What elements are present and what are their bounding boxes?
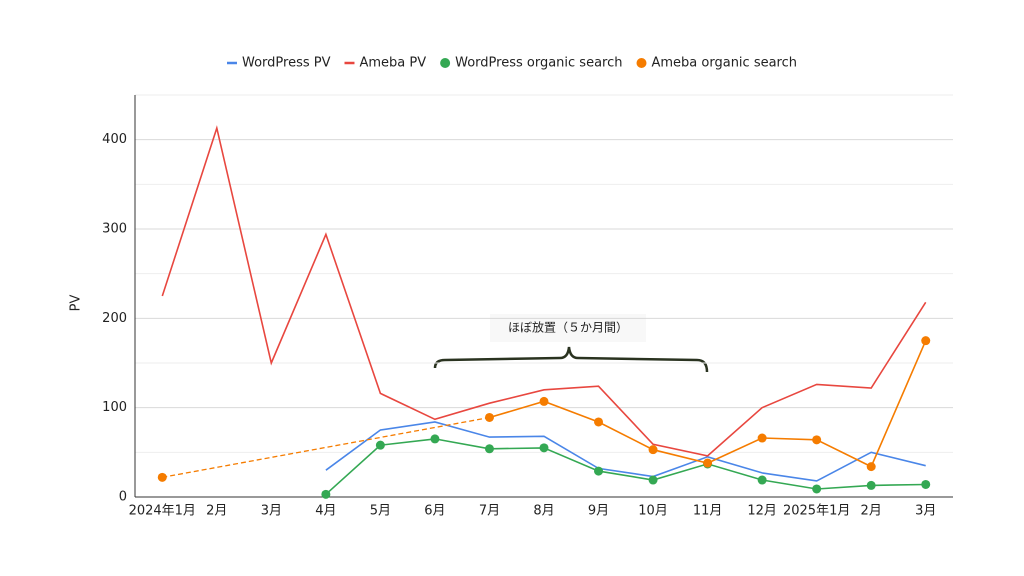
x-tick-label: 2025年1月: [783, 504, 850, 519]
x-tick-label: 4月: [315, 504, 336, 519]
data-point: [648, 475, 658, 485]
data-point: [921, 479, 931, 489]
data-point: [375, 440, 385, 450]
series-line: [161, 125, 927, 457]
grid: [135, 94, 953, 453]
data-point: [812, 435, 822, 445]
data-point: [648, 445, 658, 455]
data-point: [430, 434, 440, 444]
x-tick-label: 9月: [588, 504, 609, 519]
legend-label: WordPress organic search: [455, 56, 622, 71]
data-point: [594, 466, 604, 476]
data-point: [866, 480, 876, 490]
data-point: [921, 336, 931, 346]
data-point: [812, 484, 822, 494]
legend: WordPress PV Ameba PV WordPress organic se…: [226, 56, 798, 71]
y-tick-label: 0: [119, 490, 127, 505]
legend-marker: [636, 58, 647, 68]
legend-label: WordPress PV: [242, 56, 331, 71]
series-line: [325, 438, 926, 495]
data-point: [539, 396, 549, 406]
x-tick-label: 11月: [693, 504, 723, 519]
legend-label: Ameba PV: [359, 56, 426, 71]
x-tick-label: 7月: [479, 504, 500, 519]
y-axis-label: PV: [69, 295, 84, 312]
data-point: [321, 489, 331, 499]
x-tick-label: 6月: [424, 504, 445, 519]
legend-marker: [440, 58, 451, 68]
data-point: [757, 433, 767, 443]
x-tick-label: 5月: [370, 504, 391, 519]
data-point: [157, 472, 167, 482]
x-tick-label: 10月: [638, 504, 668, 519]
x-tick-label: 3月: [915, 504, 936, 519]
x-tick-label: 12月: [747, 504, 777, 519]
data-point: [703, 458, 713, 468]
brace: [433, 346, 709, 373]
x-tick-label: 2月: [206, 504, 227, 519]
data-point: [484, 444, 494, 454]
y-tick-label: 100: [102, 400, 127, 415]
data-point: [539, 443, 549, 453]
data-point: [594, 417, 604, 427]
data-point: [484, 412, 494, 422]
annotation: ほぼ放置（５か月間）: [508, 320, 628, 335]
y-tick-label: 300: [102, 222, 127, 237]
data-point: [866, 462, 876, 472]
x-tick-label: 8月: [533, 504, 554, 519]
x-tick-label: 2024年1月: [129, 504, 196, 519]
x-tick-label: 2月: [861, 504, 882, 519]
y-tick-label: 200: [102, 311, 127, 326]
series-line: [325, 421, 926, 482]
data-point: [757, 475, 767, 485]
y-tick-label: 400: [102, 132, 127, 147]
x-tick-label: 3月: [261, 504, 282, 519]
legend-label: Ameba organic search: [652, 56, 798, 71]
